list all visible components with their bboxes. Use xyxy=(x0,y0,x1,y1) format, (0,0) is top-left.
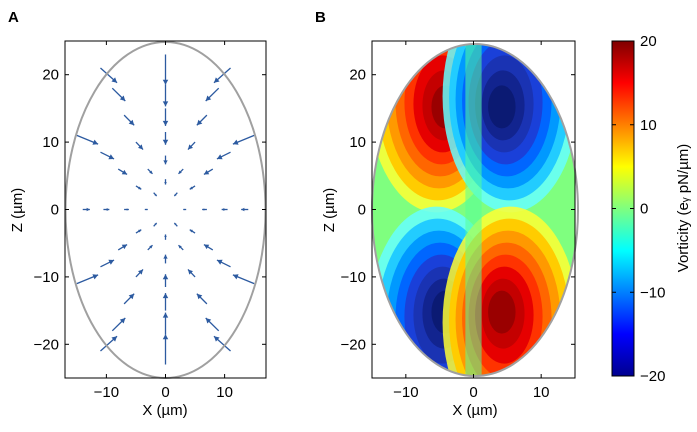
vector-arrow xyxy=(162,274,169,288)
vector-arrow xyxy=(213,335,231,352)
colorbar-tick-label: 0 xyxy=(640,201,648,218)
x-tick-label: 10 xyxy=(533,384,550,401)
vector-arrow xyxy=(153,222,158,227)
vector-arrow xyxy=(202,208,207,211)
vector-arrow xyxy=(100,151,115,160)
vector-arrow xyxy=(163,254,168,264)
vector-arrow xyxy=(111,317,126,332)
vector-arrow xyxy=(232,134,255,145)
vector-arrow xyxy=(162,108,169,126)
vector-arrow xyxy=(100,67,118,84)
vector-arrow xyxy=(162,312,169,335)
colorbar-ticks: −20 −10 0 10 20 xyxy=(612,33,665,385)
vector-arrow xyxy=(178,168,184,175)
vector-arrow xyxy=(173,222,178,227)
x-axis-label-a: X (µm) xyxy=(142,402,187,419)
vector-arrow xyxy=(213,67,231,84)
vector-arrow xyxy=(100,259,115,268)
vector-arrow xyxy=(111,87,126,102)
colorbar-tick-label: 20 xyxy=(640,33,657,50)
vector-arrow xyxy=(135,141,144,150)
y-axis-label-b: Z (µm) xyxy=(321,188,338,232)
y-tick-label: −10 xyxy=(34,269,59,286)
vector-arrow xyxy=(123,114,135,126)
panel-b-vorticity-map: −10 0 10 −20 −10 0 10 20 X (µm) Z (µm) xyxy=(321,40,579,419)
x-tick-label: −10 xyxy=(94,384,119,401)
vector-arrow xyxy=(123,293,135,305)
center-column xyxy=(465,44,482,376)
vector-arrow xyxy=(196,114,208,126)
y-tick-label: −20 xyxy=(34,336,59,353)
vector-arrow xyxy=(216,151,231,160)
vector-arrow xyxy=(76,134,99,145)
vector-arrow xyxy=(135,185,142,190)
vector-arrow xyxy=(147,168,153,175)
x-tick-label: −10 xyxy=(393,384,418,401)
y-tick-label: 0 xyxy=(358,202,366,219)
y-tick-label: 10 xyxy=(349,134,366,151)
vector-arrow xyxy=(124,208,129,211)
colorbar-tick-label: 10 xyxy=(640,117,657,134)
x-tick-label: 0 xyxy=(469,384,477,401)
vector-arrow xyxy=(164,179,167,185)
vector-arrow xyxy=(205,87,220,102)
panel-a-label: A xyxy=(8,9,19,26)
vorticity-max-blob xyxy=(442,206,575,376)
vector-arrow xyxy=(216,259,231,268)
y-tick-label: −10 xyxy=(341,269,366,286)
colorbar-tick-label: −10 xyxy=(640,284,665,301)
vector-arrow xyxy=(183,208,187,211)
vector-arrow xyxy=(153,192,158,197)
panel-b-label: B xyxy=(315,9,326,26)
y-axis-label-a: Z (µm) xyxy=(9,188,26,232)
vector-arrow xyxy=(103,208,110,211)
vector-arrow xyxy=(178,244,184,251)
vector-arrow xyxy=(203,168,214,176)
vector-arrow xyxy=(82,207,90,212)
vector-arrow xyxy=(189,229,196,234)
vector-arrow xyxy=(135,229,142,234)
vector-arrow xyxy=(144,208,148,211)
vector-arrow xyxy=(162,84,169,107)
vector-arrow xyxy=(147,244,153,251)
vector-arrow xyxy=(117,168,128,176)
vector-arrow xyxy=(221,208,228,211)
y-tick-label: −20 xyxy=(341,336,366,353)
axis-ticks-a: −10 0 10 −20 −10 0 10 20 xyxy=(34,41,266,401)
vector-arrow xyxy=(117,243,128,251)
vector-arrow xyxy=(135,269,144,278)
axis-ticks-b: −10 0 10 −20 −10 0 10 20 xyxy=(341,41,575,401)
vector-arrow xyxy=(164,234,167,240)
colorbar-label: Vorticity (eᵧ pN/µm) xyxy=(675,144,692,272)
colorbar-tick-label: −20 xyxy=(640,368,665,385)
vector-arrow xyxy=(162,293,169,311)
y-tick-label: 20 xyxy=(349,67,366,84)
x-tick-label: 10 xyxy=(216,384,233,401)
vector-arrow xyxy=(187,269,196,278)
y-tick-label: 0 xyxy=(51,202,59,219)
vector-arrow xyxy=(162,334,169,365)
vector-arrow xyxy=(76,274,99,285)
vector-arrow xyxy=(187,141,196,150)
vector-arrow xyxy=(232,274,255,285)
vector-arrow xyxy=(205,317,220,332)
vector-arrow xyxy=(162,131,169,145)
vector-arrow xyxy=(163,155,168,165)
panel-a-vector-field: −10 0 10 −20 −10 0 10 20 X (µm) Z (µm) xyxy=(9,40,267,419)
vector-arrow xyxy=(203,243,214,251)
x-axis-label-b: X (µm) xyxy=(452,402,497,419)
vector-arrow xyxy=(162,54,169,85)
vector-arrow xyxy=(196,293,208,305)
y-tick-label: 20 xyxy=(42,67,59,84)
vector-arrow xyxy=(241,207,249,212)
vector-arrow xyxy=(189,185,196,190)
colorbar: −20 −10 0 10 20 Vorticity (eᵧ pN/µm) xyxy=(611,33,692,385)
vector-arrows xyxy=(76,54,255,365)
vector-arrow xyxy=(173,192,178,197)
vector-arrow xyxy=(100,335,118,352)
y-tick-label: 10 xyxy=(42,134,59,151)
x-tick-label: 0 xyxy=(161,384,169,401)
